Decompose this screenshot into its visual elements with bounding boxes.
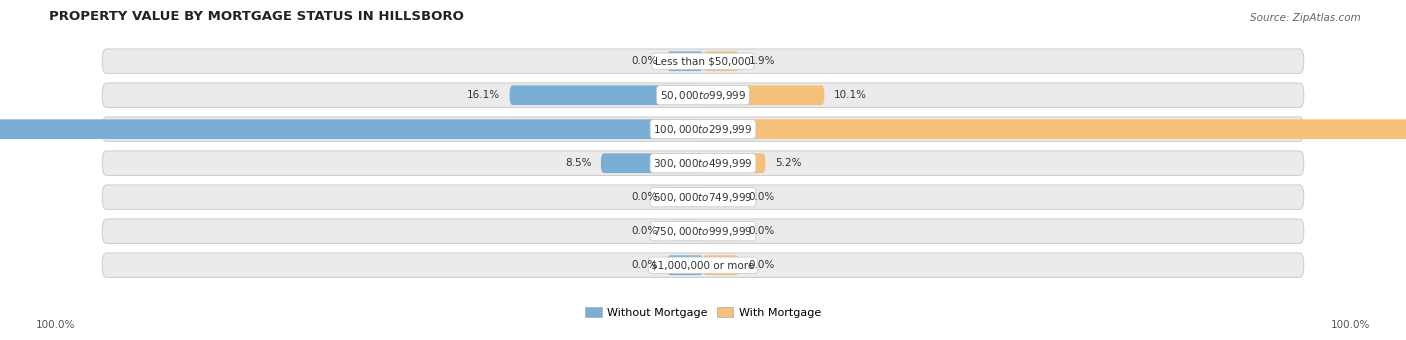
FancyBboxPatch shape <box>703 187 740 207</box>
Text: 5.2%: 5.2% <box>775 158 801 168</box>
Text: 0.0%: 0.0% <box>631 56 658 66</box>
Text: $100,000 to $299,999: $100,000 to $299,999 <box>654 123 752 136</box>
FancyBboxPatch shape <box>103 117 1303 141</box>
FancyBboxPatch shape <box>103 83 1303 107</box>
Text: Less than $50,000: Less than $50,000 <box>655 56 751 66</box>
Text: 16.1%: 16.1% <box>467 90 501 100</box>
Text: Source: ZipAtlas.com: Source: ZipAtlas.com <box>1250 13 1361 23</box>
FancyBboxPatch shape <box>666 221 703 241</box>
Text: 0.0%: 0.0% <box>748 260 775 270</box>
Legend: Without Mortgage, With Mortgage: Without Mortgage, With Mortgage <box>581 302 825 322</box>
Text: 8.5%: 8.5% <box>565 158 592 168</box>
FancyBboxPatch shape <box>703 85 824 105</box>
Text: $500,000 to $749,999: $500,000 to $749,999 <box>654 191 752 204</box>
FancyBboxPatch shape <box>600 153 703 173</box>
FancyBboxPatch shape <box>703 255 740 275</box>
Text: $1,000,000 or more: $1,000,000 or more <box>651 260 755 270</box>
FancyBboxPatch shape <box>666 51 703 71</box>
Text: 1.9%: 1.9% <box>748 56 775 66</box>
FancyBboxPatch shape <box>666 255 703 275</box>
Text: 100.0%: 100.0% <box>35 320 75 330</box>
FancyBboxPatch shape <box>703 153 765 173</box>
FancyBboxPatch shape <box>103 185 1303 209</box>
FancyBboxPatch shape <box>703 119 1406 139</box>
FancyBboxPatch shape <box>0 119 703 139</box>
Text: $50,000 to $99,999: $50,000 to $99,999 <box>659 89 747 102</box>
Text: 0.0%: 0.0% <box>631 192 658 202</box>
FancyBboxPatch shape <box>103 253 1303 277</box>
Text: 0.0%: 0.0% <box>631 226 658 236</box>
FancyBboxPatch shape <box>103 49 1303 73</box>
FancyBboxPatch shape <box>509 85 703 105</box>
Text: 0.0%: 0.0% <box>748 192 775 202</box>
Text: 0.0%: 0.0% <box>748 226 775 236</box>
Text: 100.0%: 100.0% <box>1331 320 1371 330</box>
Text: PROPERTY VALUE BY MORTGAGE STATUS IN HILLSBORO: PROPERTY VALUE BY MORTGAGE STATUS IN HIL… <box>49 10 464 23</box>
Text: 0.0%: 0.0% <box>631 260 658 270</box>
Text: $750,000 to $999,999: $750,000 to $999,999 <box>654 225 752 238</box>
FancyBboxPatch shape <box>103 151 1303 175</box>
FancyBboxPatch shape <box>103 219 1303 243</box>
FancyBboxPatch shape <box>703 221 740 241</box>
FancyBboxPatch shape <box>703 51 740 71</box>
Text: $300,000 to $499,999: $300,000 to $499,999 <box>654 157 752 170</box>
Text: 10.1%: 10.1% <box>834 90 868 100</box>
FancyBboxPatch shape <box>666 187 703 207</box>
